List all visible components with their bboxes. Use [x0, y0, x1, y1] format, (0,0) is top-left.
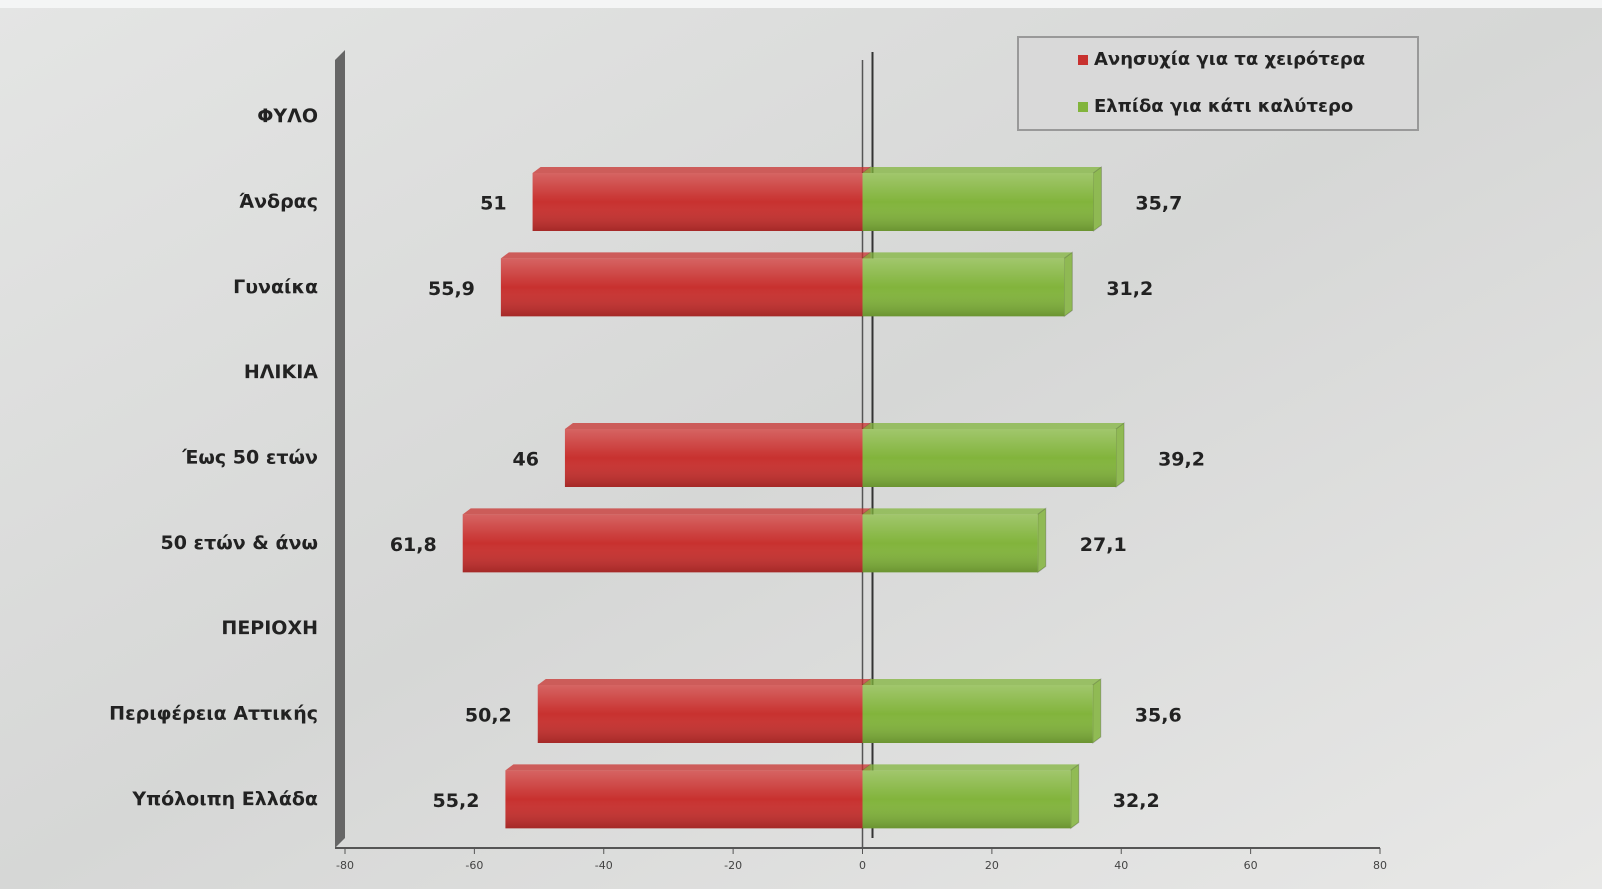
- value-label: 55,9: [428, 278, 475, 300]
- bar-top: [500, 252, 871, 259]
- value-label: 32,2: [1113, 790, 1160, 812]
- value-label: 61,8: [390, 534, 437, 556]
- category-label: Έως 50 ετών: [181, 447, 318, 469]
- value-label: 50,2: [465, 705, 512, 727]
- legend-swatch: [1078, 55, 1088, 65]
- legend-box: [1017, 36, 1419, 131]
- value-label: 46: [512, 449, 538, 471]
- x-tick-label: 60: [1244, 859, 1258, 872]
- category-label: ΠΕΡΙΟΧΗ: [221, 617, 318, 639]
- x-tick-label: 0: [859, 859, 866, 872]
- x-tick-label: 20: [985, 859, 999, 872]
- category-label: Περιφέρεια Αττικής: [109, 703, 318, 725]
- bar-top: [862, 167, 1102, 173]
- bar-shine: [500, 258, 863, 317]
- category-axis: [335, 50, 345, 848]
- bar-top: [862, 252, 1073, 259]
- x-tick-label: 80: [1373, 859, 1387, 872]
- value-label: 31,2: [1106, 278, 1153, 300]
- x-tick-label: -20: [724, 859, 742, 872]
- bar-top: [532, 167, 871, 173]
- bar-side: [1037, 507, 1047, 574]
- bar-side: [1092, 166, 1102, 232]
- x-tick-label: -60: [465, 859, 483, 872]
- category-label: ΦΥΛΟ: [257, 105, 318, 127]
- value-label: 27,1: [1080, 534, 1127, 556]
- bar-shine: [862, 770, 1071, 829]
- bar-shine: [862, 429, 1117, 487]
- x-tick-label: -40: [595, 859, 613, 872]
- bar-side: [1063, 251, 1073, 318]
- category-label: Υπόλοιπη Ελλάδα: [131, 788, 318, 810]
- value-label: 35,7: [1135, 193, 1182, 215]
- bar-shine: [537, 685, 863, 743]
- value-label: 51: [480, 193, 506, 215]
- category-label: 50 ετών & άνω: [160, 532, 318, 554]
- value-label: 55,2: [433, 790, 480, 812]
- category-label: Γυναίκα: [233, 276, 318, 298]
- bar-shine: [505, 770, 863, 829]
- bar-shine: [462, 514, 863, 573]
- bar-shine: [862, 258, 1065, 317]
- bar-top: [505, 764, 871, 771]
- x-tick-label: 40: [1114, 859, 1128, 872]
- bar-top: [462, 508, 871, 515]
- bar-top: [862, 679, 1101, 685]
- legend-label: Ελπίδα για κάτι καλύτερο: [1094, 96, 1353, 117]
- bar-side: [1115, 422, 1125, 488]
- bar-side: [1092, 678, 1102, 744]
- value-label: 39,2: [1158, 449, 1205, 471]
- bar-top: [537, 679, 871, 685]
- category-label: ΗΛΙΚΙΑ: [244, 361, 318, 383]
- bar-shine: [564, 429, 863, 487]
- legend-swatch: [1078, 102, 1088, 112]
- bar-top: [862, 508, 1046, 515]
- x-tick-label: -80: [336, 859, 354, 872]
- bar-side: [1070, 763, 1080, 830]
- category-label: Άνδρας: [239, 191, 318, 213]
- bar-shine: [862, 514, 1038, 573]
- bar-top: [862, 764, 1079, 771]
- bar-top: [564, 423, 871, 429]
- bar-shine: [862, 173, 1094, 231]
- bar-top: [862, 423, 1125, 429]
- bar-shine: [532, 173, 863, 231]
- bar-shine: [862, 685, 1093, 743]
- value-label: 35,6: [1135, 705, 1182, 727]
- legend-label: Ανησυχία για τα χειρότερα: [1094, 49, 1365, 70]
- top-strip: [0, 0, 1602, 8]
